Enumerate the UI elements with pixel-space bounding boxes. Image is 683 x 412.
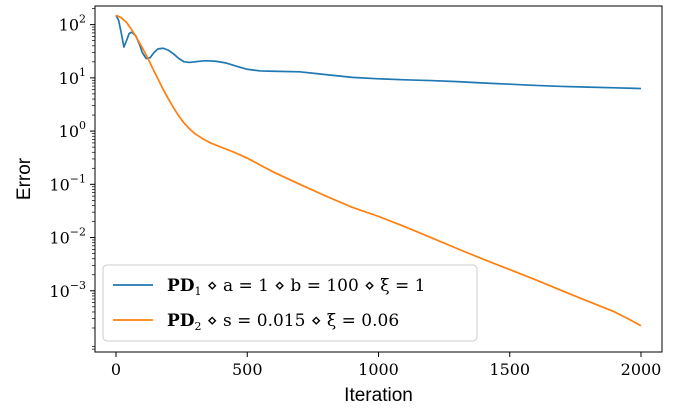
series-layer	[115, 14, 642, 327]
y-tick-label: 100	[59, 119, 86, 141]
x-tick-label: 0	[111, 360, 121, 379]
series-line-2	[115, 14, 642, 327]
y-axis-ticks: 102 101 100 10−1 10−2 10−3	[49, 8, 95, 350]
y-tick-label: 10−3	[49, 279, 86, 301]
x-tick-label: 1500	[489, 360, 530, 379]
x-tick-label: 1000	[358, 360, 399, 379]
x-tick-label: 2000	[621, 360, 662, 379]
y-tick-label: 10−2	[49, 226, 86, 248]
legend-label-2: PD2 ⋄ s = 0.015 ⋄ ξ = 0.06	[167, 311, 399, 333]
x-tick-label: 500	[232, 360, 263, 379]
series-line-1	[115, 14, 642, 90]
y-tick-label: 10−1	[49, 172, 86, 194]
legend-box	[102, 264, 478, 342]
y-tick-label: 102	[59, 13, 86, 35]
legend: PD1 ⋄ a = 1 ⋄ b = 100 ⋄ ξ = 1 PD2 ⋄ s = 0…	[102, 264, 478, 342]
y-tick-label: 101	[59, 66, 86, 88]
y-axis-label: Error	[14, 157, 35, 200]
x-axis-ticks: 0 500 1000 1500 2000	[111, 352, 661, 379]
legend-label-1: PD1 ⋄ a = 1 ⋄ b = 100 ⋄ ξ = 1	[167, 276, 426, 298]
x-axis-label: Iteration	[344, 385, 413, 406]
